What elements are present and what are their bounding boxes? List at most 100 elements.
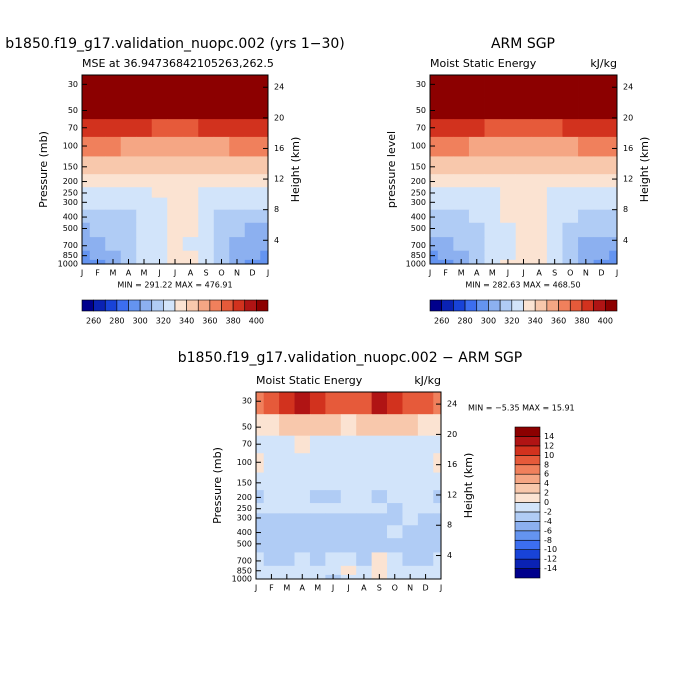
y2-tick-label: 12 (447, 490, 457, 499)
y2-tick-label: 20 (447, 430, 457, 439)
contour-cell (562, 237, 579, 252)
colorbar-label: 360 (551, 317, 566, 326)
contour-cell (356, 525, 373, 539)
contour-cell (484, 119, 501, 138)
contour-cell (562, 197, 579, 211)
y-tick-label: 500 (411, 224, 426, 233)
contour-cell (437, 222, 454, 238)
contour-cell (531, 156, 548, 175)
contour-cell (244, 174, 261, 188)
x-tick-label: D (249, 269, 255, 278)
y-tick-label: 400 (411, 213, 426, 222)
contour-cell (260, 187, 269, 199)
contour-cell (167, 237, 184, 252)
contour-cell (263, 552, 280, 567)
contour-cell (562, 209, 579, 224)
contour-cell (437, 209, 454, 224)
contour-cell (182, 97, 199, 120)
contour-cell (256, 525, 265, 539)
contour-cell (468, 209, 485, 224)
contour-cell (578, 97, 595, 120)
contour-cell (417, 525, 434, 539)
contour-cell (89, 250, 106, 261)
contour-cell (562, 119, 579, 138)
y-tick-label: 250 (237, 504, 252, 513)
x-tick-label: N (407, 584, 413, 593)
colorbar-box (163, 299, 176, 312)
stats: MIN = −5.35 MAX = 15.91 (468, 404, 575, 413)
contour-cell (198, 97, 215, 120)
colorbar-box (546, 299, 559, 312)
contour-cell (167, 250, 184, 261)
x-tick-label: J (521, 269, 524, 278)
y-tick-label: 70 (242, 440, 252, 449)
contour-cell (151, 250, 168, 261)
contour-cell (120, 174, 137, 188)
contour-cell (82, 222, 91, 238)
contour-cell (578, 75, 595, 98)
contour-cell (213, 209, 230, 224)
contour-cell (437, 250, 454, 261)
contour-cell (309, 565, 326, 576)
contour-cell (593, 136, 610, 157)
x-tick-label: M (110, 269, 117, 278)
contour-cell (182, 187, 199, 199)
contour-cell (437, 187, 454, 199)
x-tick-label: M (283, 584, 290, 593)
contour-cell (500, 237, 517, 252)
y-tick-label: 30 (416, 80, 426, 89)
contour-cell (609, 174, 618, 188)
contour-cell (609, 222, 618, 238)
contour-cell (89, 97, 106, 120)
x-tick-label: S (552, 269, 557, 278)
colorbar-box (128, 299, 141, 312)
contour-cell (417, 490, 434, 504)
contour-cell (417, 503, 434, 514)
contour-cell (515, 97, 532, 120)
x-tick-label: F (443, 269, 448, 278)
contour-cell (82, 237, 91, 252)
contour-cell (562, 97, 579, 120)
contour-cell (120, 187, 137, 199)
colorbar-box (514, 464, 541, 475)
contour-cell (151, 174, 168, 188)
y-tick-label: 200 (411, 177, 426, 186)
contour-cell (263, 503, 280, 514)
contour-cell (309, 490, 326, 504)
contour-cell (198, 222, 215, 238)
contour-cell (279, 392, 295, 415)
contour-cell (294, 503, 311, 514)
colorbar-box (534, 299, 548, 312)
y-tick-label: 850 (63, 251, 78, 260)
contour-cell (453, 222, 470, 238)
contour-cell (371, 435, 388, 454)
contour-cell (198, 250, 215, 261)
colorbar-box (569, 299, 583, 312)
contour-cell (468, 119, 485, 138)
contour-cell (340, 472, 357, 491)
contour-cell (105, 119, 122, 138)
contour-cell (356, 392, 373, 415)
stats: MIN = 282.63 MAX = 468.50 (465, 281, 580, 290)
contour-cell (437, 75, 454, 98)
x-tick-label: O (567, 269, 573, 278)
contour-cell (484, 250, 501, 261)
contour-cell (433, 490, 442, 504)
contour-cell (609, 136, 618, 157)
contour-cell (468, 197, 485, 211)
contour-cell (531, 119, 548, 138)
contour-cell (417, 565, 434, 576)
contour-cell (105, 136, 122, 157)
contour-cell (105, 237, 122, 252)
contour-cell (120, 250, 137, 261)
x-tick-label: J (266, 269, 269, 278)
contour-cell (244, 187, 261, 199)
contour-cell (229, 250, 246, 261)
contour-cell (437, 97, 454, 120)
colorbar-box (232, 299, 246, 312)
colorbar-box (116, 299, 129, 312)
x-tick-label: M (314, 584, 321, 593)
colorbar-box (514, 511, 541, 522)
contour-cell (417, 414, 434, 437)
contour-cell (546, 222, 563, 238)
